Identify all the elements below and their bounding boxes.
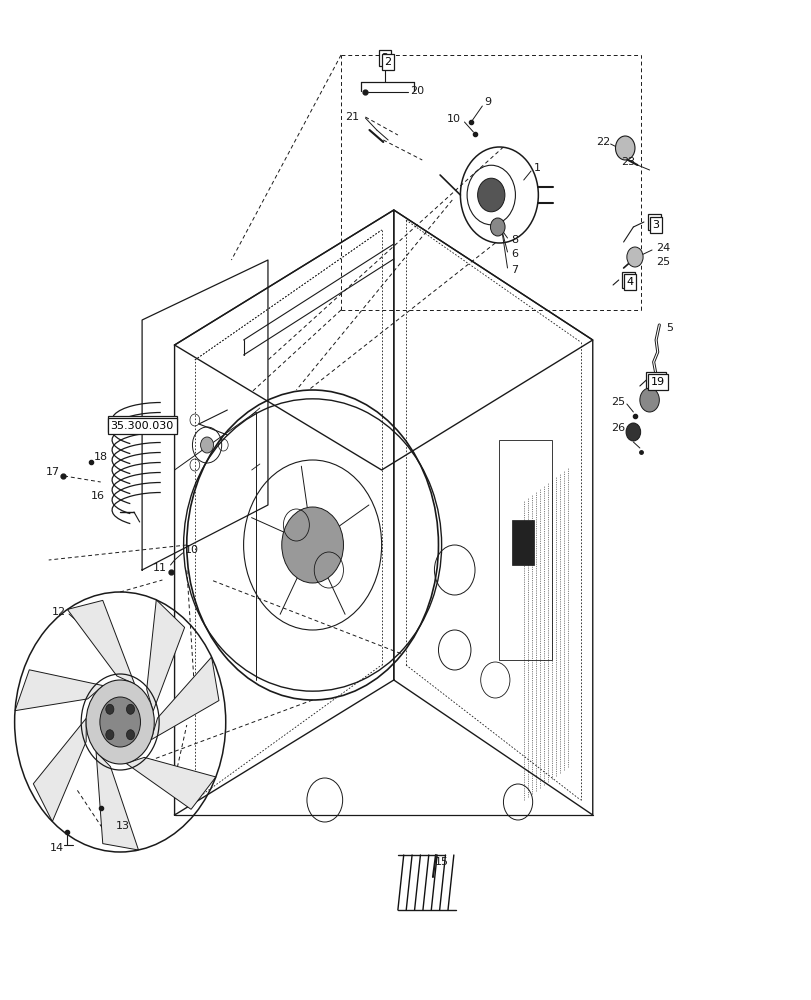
Text: 16: 16 xyxy=(91,491,105,501)
Circle shape xyxy=(639,388,659,412)
Text: 35.300.030: 35.300.030 xyxy=(110,419,174,429)
Text: 21: 21 xyxy=(345,112,359,122)
Text: 2: 2 xyxy=(381,53,388,63)
Text: 10: 10 xyxy=(185,545,199,555)
Polygon shape xyxy=(67,600,135,684)
Polygon shape xyxy=(96,752,139,850)
Text: 19: 19 xyxy=(648,375,663,385)
Bar xyxy=(499,440,551,660)
Circle shape xyxy=(200,437,213,453)
Circle shape xyxy=(625,423,640,441)
Text: 18: 18 xyxy=(93,452,107,462)
Circle shape xyxy=(127,730,135,740)
Polygon shape xyxy=(151,657,219,740)
Circle shape xyxy=(490,218,504,236)
Circle shape xyxy=(86,680,154,764)
Text: 26: 26 xyxy=(611,423,624,433)
Text: 3: 3 xyxy=(650,217,657,227)
Text: 15: 15 xyxy=(434,857,448,867)
Text: 24: 24 xyxy=(655,243,670,253)
Text: 3: 3 xyxy=(652,220,659,230)
Text: 23: 23 xyxy=(620,157,634,167)
Circle shape xyxy=(626,247,642,267)
Text: 1: 1 xyxy=(533,163,540,173)
Text: 20: 20 xyxy=(410,86,423,96)
Text: 12: 12 xyxy=(52,607,66,617)
Polygon shape xyxy=(15,670,103,711)
Text: 4: 4 xyxy=(626,277,633,287)
Text: 6: 6 xyxy=(511,249,518,259)
Text: 4: 4 xyxy=(624,275,631,285)
Text: 9: 9 xyxy=(483,97,491,107)
Circle shape xyxy=(100,697,140,747)
Text: 10: 10 xyxy=(447,114,461,124)
Polygon shape xyxy=(147,600,184,711)
Text: 35.300.030: 35.300.030 xyxy=(110,421,174,431)
Text: 2: 2 xyxy=(384,57,391,67)
Polygon shape xyxy=(126,757,216,809)
Circle shape xyxy=(127,704,135,714)
Text: 25: 25 xyxy=(655,257,669,267)
Circle shape xyxy=(105,730,114,740)
Text: 5: 5 xyxy=(665,323,672,333)
Bar xyxy=(511,520,534,565)
Text: 8: 8 xyxy=(511,235,518,245)
Text: 13: 13 xyxy=(116,821,130,831)
Text: 19: 19 xyxy=(650,377,664,387)
Circle shape xyxy=(105,704,114,714)
Circle shape xyxy=(477,178,504,212)
Polygon shape xyxy=(33,718,86,822)
Text: 14: 14 xyxy=(50,843,64,853)
Text: 11: 11 xyxy=(153,563,167,573)
Text: 22: 22 xyxy=(595,137,610,147)
Text: 17: 17 xyxy=(46,467,60,477)
Text: 7: 7 xyxy=(511,265,518,275)
Circle shape xyxy=(281,507,343,583)
Text: 25: 25 xyxy=(611,397,624,407)
Circle shape xyxy=(615,136,634,160)
